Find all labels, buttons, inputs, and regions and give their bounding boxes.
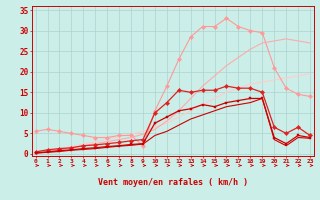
- X-axis label: Vent moyen/en rafales ( km/h ): Vent moyen/en rafales ( km/h ): [98, 178, 248, 187]
